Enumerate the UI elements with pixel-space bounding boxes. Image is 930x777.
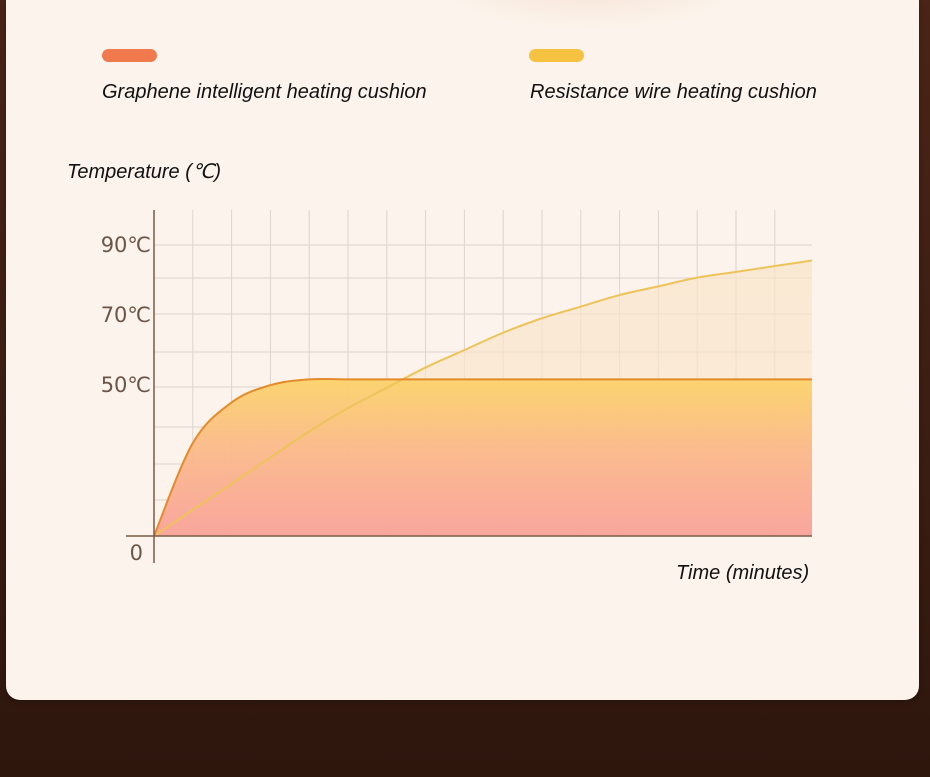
line-resistance [153, 259, 813, 537]
chart-card: Graphene intelligent heating cushion Res… [6, 0, 919, 700]
series-areas [154, 260, 812, 536]
legend-swatch-resistance [529, 49, 584, 62]
y-tick-label: 50℃ [101, 373, 151, 397]
area-graphene [154, 378, 812, 536]
chart-plot: 0 50℃ 70℃ 90℃ [101, 210, 813, 565]
legend-swatch-graphene [102, 49, 157, 62]
y-tick-labels: 0 50℃ 70℃ 90℃ [101, 233, 151, 565]
legend-label-graphene: Graphene intelligent heating cushion [102, 81, 427, 103]
line-graphene [153, 377, 812, 537]
y-axis-title: Temperature (℃) [67, 161, 221, 183]
legend-label-resistance: Resistance wire heating cushion [530, 81, 817, 103]
axes [126, 210, 812, 563]
x-axis-title: Time (minutes) [676, 562, 810, 584]
y-tick-label: 90℃ [101, 233, 151, 257]
y-tick-label: 0 [130, 541, 143, 565]
y-tick-label: 70℃ [101, 303, 151, 327]
series-lines [153, 259, 813, 537]
